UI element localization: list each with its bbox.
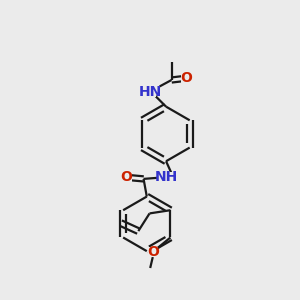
Text: O: O [181,71,193,85]
FancyBboxPatch shape [182,73,192,83]
Text: HN: HN [138,85,162,99]
Text: O: O [120,170,132,184]
Text: NH: NH [154,170,178,184]
Text: O: O [147,245,159,259]
FancyBboxPatch shape [148,247,158,257]
FancyBboxPatch shape [120,172,132,183]
FancyBboxPatch shape [158,172,174,182]
FancyBboxPatch shape [144,87,156,97]
